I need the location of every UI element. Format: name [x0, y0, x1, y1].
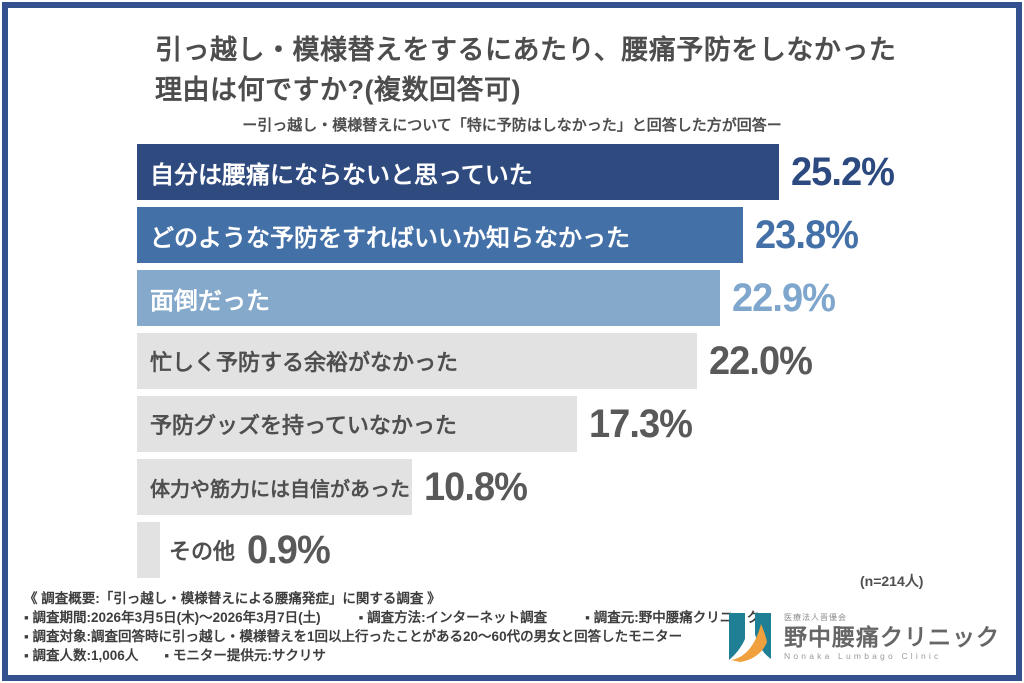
- bar-row: 自分は腰痛にならないと思っていた 25.2%: [137, 144, 1016, 200]
- bar: どのような予防をすればいいか知らなかった: [137, 207, 743, 263]
- survey-target: ▪ 調査対象:調査回答時に引っ越し・模様替えを1回以上行ったことがある20〜60…: [24, 629, 683, 644]
- bar-label: 忙しく予防する余裕がなかった: [150, 350, 459, 375]
- bar-label: 面倒だった: [150, 287, 270, 315]
- survey-period-line: ▪ 調査期間:2026年3月5日(木)〜2026年3月7日(土) ▪ 調査方法:…: [24, 608, 834, 627]
- bar-label: 予防グッズを持っていなかった: [150, 413, 457, 438]
- survey-target-line: ▪ 調査対象:調査回答時に引っ越し・模様替えを1回以上行ったことがある20〜60…: [24, 627, 834, 646]
- pct-label: 22.9%: [732, 275, 836, 320]
- bar: 面倒だった: [137, 270, 720, 326]
- pct-label: 23.8%: [755, 212, 859, 257]
- bar-label: どのような予防をすればいいか知らなかった: [150, 224, 630, 252]
- survey-method: ▪ 調査方法:インターネット調査: [358, 610, 548, 625]
- bar-chart: 自分は腰痛にならないと思っていた 25.2% どのような予防をすればいいか知らな…: [137, 144, 1016, 578]
- header: 引っ越し・模様替えをするにあたり、腰痛予防をしなかった 理由は何ですか?(複数回…: [8, 8, 1016, 135]
- clinic-logo: 医療法人晋優会 野中腰痛クリニック Nonaka Lumbago Clinic: [724, 609, 1000, 663]
- page-title-line2: 理由は何ですか?(複数回答可): [155, 75, 521, 105]
- clinic-logo-text: 医療法人晋優会 野中腰痛クリニック Nonaka Lumbago Clinic: [784, 612, 1000, 661]
- bar-row: どのような予防をすればいいか知らなかった 23.8%: [137, 207, 1016, 263]
- survey-overview-title: 《 調査概要:「引っ越し・模様替えによる腰痛発症」に関する調査 》: [24, 589, 834, 608]
- bar-label: その他: [169, 539, 236, 564]
- survey-overview: 《 調査概要:「引っ越し・模様替えによる腰痛発症」に関する調査 》 ▪ 調査期間…: [24, 589, 834, 665]
- bar-row: その他 0.9%: [137, 522, 1016, 578]
- clinic-logo-icon: [729, 613, 771, 662]
- pct-label: 22.0%: [709, 338, 813, 383]
- bar-row: 面倒だった 22.9%: [137, 270, 1016, 326]
- bar-label: 自分は腰痛にならないと思っていた: [150, 161, 533, 189]
- bar: [137, 522, 160, 578]
- pct-label: 17.3%: [589, 401, 693, 446]
- survey-period: ▪ 調査期間:2026年3月5日(木)〜2026年3月7日(土): [24, 610, 321, 625]
- clinic-org-name: 医療法人晋優会: [784, 612, 847, 622]
- bar: 予防グッズを持っていなかった: [137, 396, 577, 452]
- bar-label: 体力や筋力には自信があった: [150, 478, 410, 501]
- survey-count-line: ▪ 調査人数:1,006人 ▪ モニター提供元:サクリサ: [24, 646, 834, 665]
- clinic-name: 野中腰痛クリニック: [784, 623, 1000, 650]
- pct-label: 25.2%: [791, 149, 895, 194]
- pct-label: 0.9%: [247, 527, 331, 572]
- clinic-name-en: Nonaka Lumbago Clinic: [784, 650, 942, 661]
- bar: 体力や筋力には自信があった: [137, 459, 412, 515]
- bar-row: 忙しく予防する余裕がなかった 22.0%: [137, 333, 1016, 389]
- bar-row: 体力や筋力には自信があった 10.8%: [137, 459, 1016, 515]
- bar-row: 予防グッズを持っていなかった 17.3%: [137, 396, 1016, 452]
- survey-source: ▪ 調査元:野中腰痛クリニック: [585, 610, 761, 625]
- bar: 忙しく予防する余裕がなかった: [137, 333, 697, 389]
- bar: 自分は腰痛にならないと思っていた: [137, 144, 779, 200]
- survey-monitor-provider: ▪ モニター提供元:サクリサ: [164, 648, 326, 663]
- page-title-line1: 引っ越し・模様替えをするにあたり、腰痛予防をしなかった: [155, 35, 897, 65]
- chart-subtitle: ー引っ越し・模様替えについて「特に予防はしなかった」と回答した方が回答ー: [242, 117, 782, 134]
- survey-overview-title-text: 《 調査概要:「引っ越し・模様替えによる腰痛発症」に関する調査 》: [24, 591, 441, 606]
- pct-label: 10.8%: [424, 464, 528, 509]
- sample-size-note: (n=214人): [860, 573, 924, 589]
- survey-count: ▪ 調査人数:1,006人: [24, 648, 139, 663]
